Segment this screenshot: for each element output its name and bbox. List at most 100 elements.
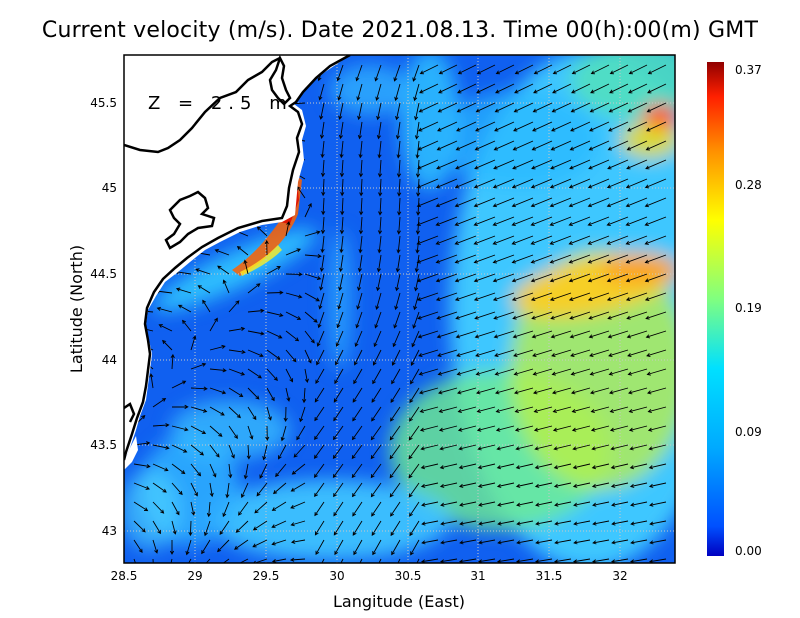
velocity-arrow: [414, 254, 420, 273]
velocity-arrow: [395, 254, 401, 273]
velocity-arrow: [625, 273, 648, 283]
velocity-arrow: [133, 482, 150, 490]
velocity-arrow: [627, 368, 648, 376]
x-tick-label: 29: [187, 569, 202, 583]
velocity-arrow: [515, 482, 534, 488]
velocity-arrow: [459, 501, 477, 507]
velocity-arrow: [514, 64, 534, 75]
velocity-arrow: [550, 330, 572, 339]
velocity-arrow: [477, 463, 496, 470]
velocity-arrow: [609, 425, 629, 432]
velocity-arrow: [152, 520, 161, 535]
velocity-arrow: [320, 216, 326, 235]
velocity-arrow: [516, 501, 534, 507]
velocity-arrow: [319, 254, 325, 273]
velocity-arrow: [533, 83, 553, 94]
velocity-arrow: [185, 539, 192, 556]
velocity-arrow: [609, 83, 629, 94]
velocity-arrow: [412, 64, 420, 82]
velocity-arrow: [416, 216, 439, 227]
velocity-arrow: [630, 501, 648, 507]
velocity-arrow: [440, 539, 458, 545]
velocity-arrow: [354, 349, 363, 366]
velocity-arrow: [549, 254, 572, 264]
velocity-arrow: [493, 311, 515, 320]
velocity-arrow: [549, 273, 572, 283]
velocity-arrow: [457, 83, 477, 94]
velocity-arrow: [552, 64, 572, 75]
velocity-arrow: [390, 520, 401, 537]
velocity-arrow: [373, 330, 382, 348]
velocity-arrow: [357, 121, 363, 140]
velocity-arrow: [533, 387, 553, 395]
velocity-arrow: [266, 387, 275, 402]
velocity-arrow: [418, 368, 439, 376]
velocity-arrow: [416, 558, 420, 563]
velocity-arrow: [648, 463, 667, 470]
velocity-arrow: [418, 102, 439, 113]
velocity-arrow: [417, 159, 439, 170]
velocity-arrow: [606, 235, 629, 245]
velocity-arrow: [252, 539, 268, 548]
velocity-arrow: [304, 349, 312, 364]
lake-north: [268, 55, 292, 106]
velocity-arrow: [419, 64, 439, 75]
velocity-arrow: [397, 197, 402, 216]
velocity-arrow: [351, 444, 363, 460]
velocity-arrow: [513, 368, 534, 376]
velocity-arrow: [511, 254, 534, 264]
velocity-arrow: [421, 520, 439, 526]
velocity-arrow: [209, 482, 214, 498]
velocity-arrow: [611, 520, 629, 526]
velocity-arrow: [592, 520, 610, 526]
velocity-arrow: [629, 463, 648, 470]
velocity-arrow: [353, 368, 363, 385]
x-tick-label: 29.5: [253, 569, 280, 583]
velocity-arrow: [416, 254, 439, 264]
velocity-arrow: [266, 266, 281, 275]
velocity-arrow: [478, 501, 496, 507]
velocity-arrow: [421, 539, 439, 545]
velocity-arrow: [571, 425, 591, 432]
velocity-arrow: [314, 425, 325, 441]
velocity-arrow: [531, 311, 553, 320]
velocity-arrow: [236, 246, 249, 256]
velocity-arrow: [606, 197, 629, 208]
velocity-arrow: [454, 197, 477, 208]
velocity-arrow: [435, 273, 458, 283]
velocity-arrow: [647, 406, 667, 414]
velocity-arrow: [182, 319, 192, 332]
velocity-arrow: [378, 558, 382, 563]
velocity-arrow: [316, 330, 325, 347]
velocity-arrow: [511, 273, 534, 283]
velocity-arrow: [511, 292, 534, 301]
velocity-arrow: [530, 178, 553, 189]
y-tick-label: 45.5: [90, 96, 117, 110]
velocity-arrow: [285, 248, 301, 256]
velocity-arrow: [644, 216, 667, 227]
y-axis-title: Latitude (North): [67, 245, 86, 373]
velocity-arrow: [514, 387, 534, 395]
velocity-arrow: [190, 335, 197, 351]
velocity-arrow: [315, 368, 325, 385]
velocity-arrow: [359, 558, 363, 563]
velocity-arrow: [495, 406, 515, 414]
velocity-arrow: [530, 273, 553, 283]
velocity-arrow: [549, 216, 572, 227]
velocity-arrow: [497, 539, 515, 545]
velocity-arrow: [222, 558, 230, 563]
velocity-arrow: [209, 425, 223, 437]
velocity-arrow: [551, 121, 572, 132]
velocity-arrow: [291, 463, 306, 475]
velocity-arrow: [285, 368, 294, 383]
velocity-arrow: [569, 330, 591, 339]
velocity-arrow: [473, 292, 496, 301]
velocity-arrow: [626, 330, 648, 339]
velocity-arrow: [515, 444, 534, 451]
velocity-arrow: [304, 230, 321, 237]
velocity-arrow: [304, 254, 322, 259]
velocity-arrow: [531, 330, 553, 339]
velocity-arrow: [458, 482, 477, 488]
velocity-arrow: [608, 368, 629, 376]
velocity-arrow: [333, 406, 344, 422]
